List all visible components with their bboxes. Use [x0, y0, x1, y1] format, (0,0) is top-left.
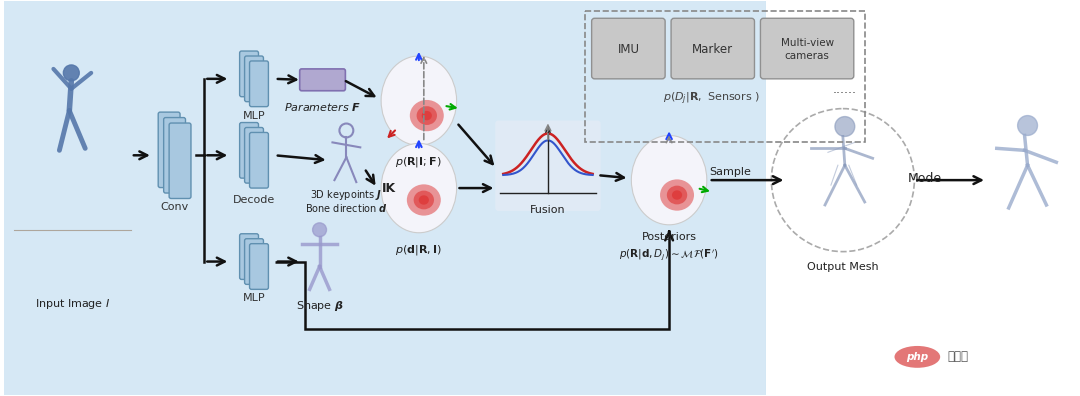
Text: Input Image $\mathit{I}$: Input Image $\mathit{I}$ — [35, 297, 110, 311]
Ellipse shape — [660, 179, 694, 211]
FancyBboxPatch shape — [244, 56, 264, 102]
Ellipse shape — [409, 100, 444, 131]
FancyBboxPatch shape — [244, 128, 264, 183]
Text: Decode: Decode — [233, 195, 275, 205]
Text: Parameters $\boldsymbol{F}$: Parameters $\boldsymbol{F}$ — [284, 101, 361, 113]
Ellipse shape — [419, 195, 429, 205]
FancyBboxPatch shape — [0, 0, 766, 396]
FancyBboxPatch shape — [496, 120, 600, 211]
Text: Mode: Mode — [908, 171, 943, 185]
FancyBboxPatch shape — [244, 239, 264, 284]
Text: Conv: Conv — [161, 202, 189, 212]
FancyBboxPatch shape — [170, 123, 191, 198]
Circle shape — [1017, 116, 1038, 135]
FancyBboxPatch shape — [158, 112, 180, 188]
Circle shape — [312, 223, 326, 237]
Text: Posteriors: Posteriors — [642, 232, 697, 242]
Text: Multi-view
cameras: Multi-view cameras — [781, 38, 834, 61]
FancyBboxPatch shape — [671, 18, 755, 79]
Text: IMU: IMU — [618, 43, 639, 56]
Text: Bone direction $\boldsymbol{d}$: Bone direction $\boldsymbol{d}$ — [305, 202, 388, 214]
Ellipse shape — [381, 143, 457, 233]
Text: $p(\mathbf{R}|\mathbf{d}, D_j) {\sim} \mathcal{M}\mathcal{F}(\mathbf{F}')$: $p(\mathbf{R}|\mathbf{d}, D_j) {\sim} \m… — [619, 248, 719, 263]
Text: Shape $\boldsymbol{\beta}$: Shape $\boldsymbol{\beta}$ — [296, 299, 343, 313]
Text: Sample: Sample — [710, 167, 752, 177]
Text: ......: ...... — [833, 83, 856, 96]
FancyBboxPatch shape — [592, 18, 665, 79]
FancyBboxPatch shape — [760, 18, 854, 79]
FancyBboxPatch shape — [299, 69, 346, 91]
Text: MLP: MLP — [243, 293, 266, 303]
Ellipse shape — [672, 190, 683, 200]
FancyBboxPatch shape — [0, 0, 688, 396]
FancyBboxPatch shape — [14, 31, 131, 280]
Text: $p(\mathbf{d}|\mathbf{R}, \mathbf{I})$: $p(\mathbf{d}|\mathbf{R}, \mathbf{I})$ — [395, 243, 443, 257]
Ellipse shape — [407, 185, 441, 216]
Text: $p(\mathbf{R}|\mathbf{I}; \mathbf{F})$: $p(\mathbf{R}|\mathbf{I}; \mathbf{F})$ — [395, 155, 443, 169]
Circle shape — [835, 116, 854, 137]
Ellipse shape — [666, 186, 687, 204]
FancyBboxPatch shape — [249, 133, 269, 188]
FancyBboxPatch shape — [240, 51, 258, 97]
Text: php: php — [906, 352, 929, 362]
FancyBboxPatch shape — [249, 244, 269, 289]
Ellipse shape — [414, 190, 434, 209]
FancyBboxPatch shape — [240, 234, 258, 280]
Text: 3D keypoints $\boldsymbol{J}$: 3D keypoints $\boldsymbol{J}$ — [310, 188, 382, 202]
Ellipse shape — [632, 135, 706, 225]
Text: IK: IK — [382, 182, 396, 194]
FancyBboxPatch shape — [240, 122, 258, 178]
Ellipse shape — [894, 346, 941, 368]
Text: Output Mesh: Output Mesh — [807, 261, 879, 272]
FancyBboxPatch shape — [0, 0, 766, 396]
Text: MLP: MLP — [243, 110, 266, 121]
Ellipse shape — [421, 111, 432, 120]
FancyBboxPatch shape — [249, 61, 269, 107]
FancyBboxPatch shape — [0, 0, 766, 396]
Text: Marker: Marker — [692, 43, 733, 56]
Text: 中文网: 中文网 — [947, 350, 968, 364]
Text: $p(D_j|\mathbf{R},\ \mathrm{Sensors}\ )$: $p(D_j|\mathbf{R},\ \mathrm{Sensors}\ )$ — [663, 91, 760, 107]
Text: Fusion: Fusion — [530, 205, 566, 215]
Ellipse shape — [417, 106, 437, 125]
Ellipse shape — [381, 56, 457, 145]
FancyBboxPatch shape — [164, 118, 186, 193]
Circle shape — [64, 65, 79, 81]
